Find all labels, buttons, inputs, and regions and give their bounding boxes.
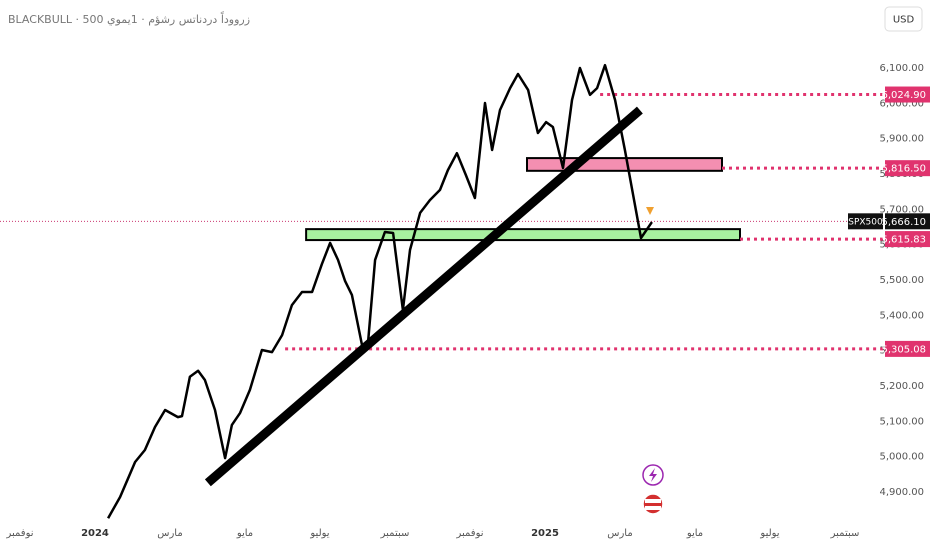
flag-stripe [645,506,661,510]
level-label: 6,024.90 [881,90,926,101]
marker [646,207,654,215]
x-tick-label: مارس [607,528,632,539]
y-tick-label: 4,900.00 [879,487,924,498]
currency-button[interactable] [884,6,923,32]
zone [526,157,724,172]
level-tag [885,340,930,357]
x-tick-label: 2025 [531,528,559,539]
y-tick-label: 5,900.00 [879,134,924,145]
x-tick-label: سبتمبر [830,528,860,539]
event-icon-flag[interactable] [642,493,664,515]
last-price-label: 5,666.10 [881,217,926,228]
y-tick-label: 5,400.00 [879,310,924,321]
x-tick-label: نوفمبر [455,528,483,539]
last-price-tag [885,213,930,230]
level-label: 5,816.50 [881,164,926,175]
flag-stripe [645,499,661,503]
level-tag [885,86,930,103]
symbol-label: SPX500 [848,217,883,227]
currency-label[interactable]: USD [893,15,915,26]
x-tick-label: يوليو [309,528,329,539]
symbol-tag [848,213,883,230]
event-icon-glyph [649,468,657,482]
y-tick-label: 5,200.00 [879,381,924,392]
y-tick-label: 5,100.00 [879,416,924,427]
level-tag [885,160,930,177]
y-tick-label: 6,000.00 [879,98,924,109]
x-tick-label: سبتمبر [380,528,410,539]
level-label: 5,305.08 [881,344,926,355]
x-tick-label: مارس [157,528,182,539]
x-tick-label: 2024 [81,528,109,539]
trend-line [204,106,643,487]
x-tick-label: نوفمبر [5,528,33,539]
level-tag [885,231,930,248]
level-label: 5,615.83 [881,235,926,246]
price-line [107,63,653,519]
zone [305,228,742,242]
chart-title: BLACKBULL · 500 زرووداً دردناتس رشؤم · 1… [8,11,250,26]
y-tick-label: 6,100.00 [879,63,924,74]
y-tick-label: 5,700.00 [879,204,924,215]
y-tick-label: 5,500.00 [879,275,924,286]
y-tick-label: 5,000.00 [879,452,924,463]
x-tick-label: يوليو [759,528,779,539]
x-tick-label: مايو [686,528,703,539]
x-tick-label: مايو [236,528,253,539]
